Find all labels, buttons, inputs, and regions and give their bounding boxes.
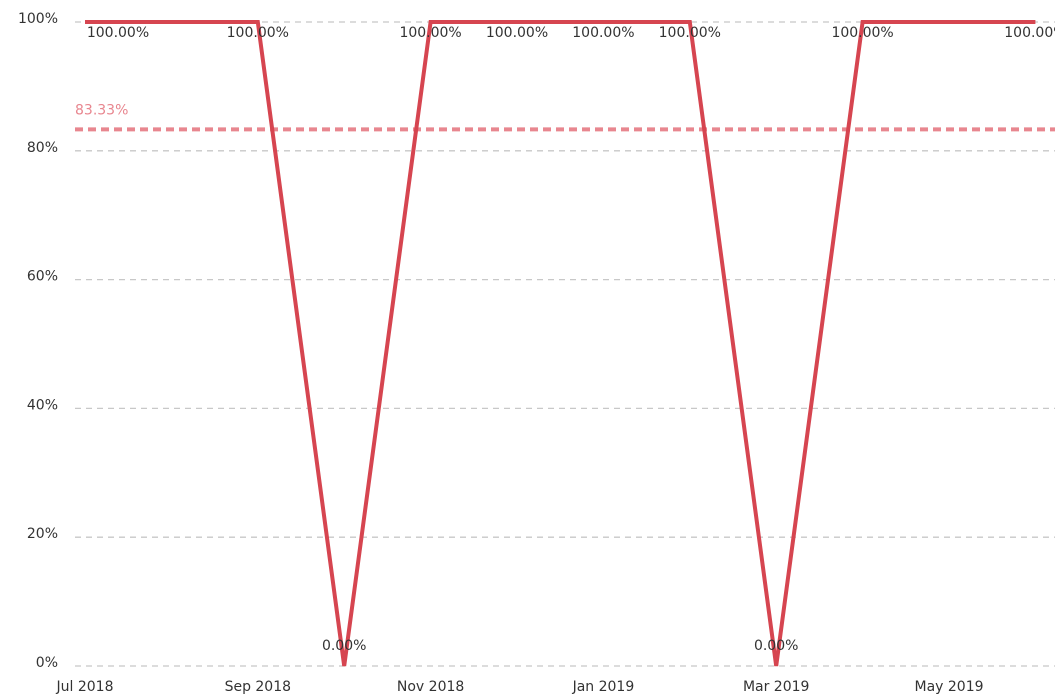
x-tick-label: Jul 2018 <box>56 679 114 695</box>
y-tick-label: 0% <box>36 655 58 671</box>
y-tick-label: 60% <box>27 269 58 285</box>
x-tick-label: Sep 2018 <box>225 679 291 695</box>
x-tick-label: Jan 2019 <box>572 679 635 695</box>
data-label: 100.00% <box>227 25 289 41</box>
series-line <box>85 20 1036 667</box>
x-tick-label: May 2019 <box>914 679 983 695</box>
data-label: 100.00% <box>572 25 634 41</box>
y-tick-label: 20% <box>27 526 58 542</box>
data-label: 100.00% <box>87 25 149 41</box>
y-tick-label: 80% <box>27 140 58 156</box>
data-label: 100.00% <box>486 25 548 41</box>
y-tick-label: 40% <box>27 397 58 413</box>
data-label: 100.00% <box>1004 25 1055 41</box>
x-tick-label: Mar 2019 <box>743 679 810 695</box>
data-label: 0.00% <box>322 638 366 654</box>
y-tick-label: 100% <box>18 11 58 27</box>
data-label: 100.00% <box>659 25 721 41</box>
data-label: 0.00% <box>754 638 798 654</box>
data-label: 100.00% <box>399 25 461 41</box>
x-tick-label: Nov 2018 <box>397 679 464 695</box>
data-label: 100.00% <box>831 25 893 41</box>
reference-label: 83.33% <box>75 102 128 118</box>
